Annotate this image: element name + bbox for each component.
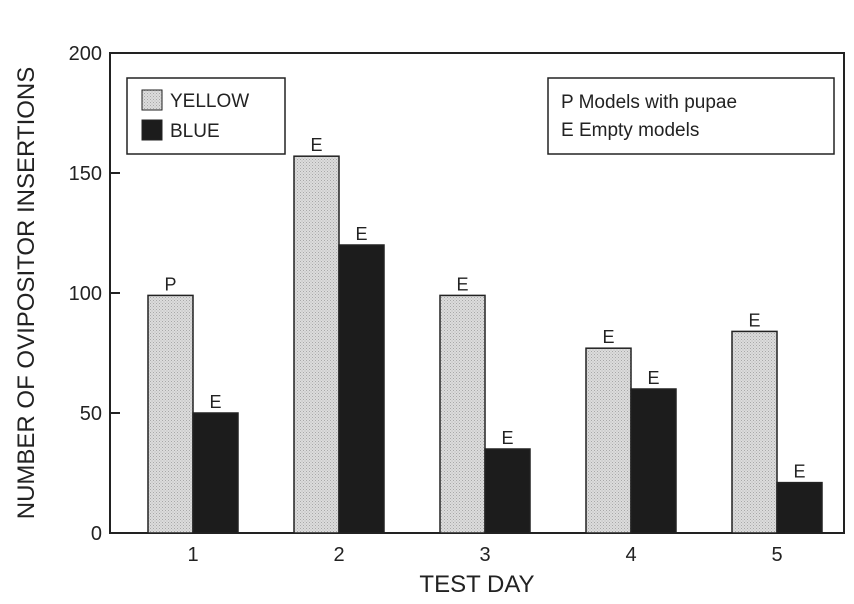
bar-label: E — [647, 368, 659, 388]
annotation-line-empty: E Empty models — [561, 120, 699, 141]
annotation-key: P Models with pupae E Empty models — [547, 77, 835, 155]
bar-yellow-day-2 — [293, 155, 340, 534]
bar-blue-day-2 — [338, 244, 385, 534]
bar-blue-day-5 — [776, 481, 823, 534]
y-axis-title: NUMBER OF OVIPOSITOR INSERTIONS — [13, 67, 40, 520]
legend-label-yellow: YELLOW — [170, 91, 249, 112]
y-tick-label: 100 — [69, 283, 102, 305]
y-tick-label: 0 — [91, 523, 102, 545]
annotation-line-pupae: P Models with pupae — [561, 92, 737, 113]
bar-label: P — [164, 274, 176, 294]
bar-label: E — [501, 428, 513, 448]
y-tick-label: 150 — [69, 163, 102, 185]
legend-swatch-blue — [141, 119, 163, 141]
bar-yellow-day-4 — [585, 347, 632, 534]
annotation-box — [547, 77, 835, 155]
legend-swatch-yellow — [141, 89, 163, 111]
bar-label: E — [748, 310, 760, 330]
legend: YELLOW BLUE — [126, 77, 286, 155]
bar-blue-day-3 — [484, 448, 531, 534]
legend-label-blue: BLUE — [170, 121, 220, 142]
legend-box — [126, 77, 286, 155]
x-axis-title: TEST DAY — [419, 571, 534, 598]
bar-label: E — [355, 224, 367, 244]
x-tick-label: 1 — [187, 544, 198, 566]
bar-label: E — [310, 135, 322, 155]
bar-yellow-day-3 — [439, 294, 486, 534]
bar-label: E — [602, 327, 614, 347]
y-tick-label: 50 — [80, 403, 102, 425]
bar-label: E — [793, 462, 805, 482]
bar-yellow-day-1 — [147, 294, 194, 534]
y-tick-label: 200 — [69, 43, 102, 65]
bar-yellow-day-5 — [731, 330, 778, 534]
bar-blue-day-1 — [192, 412, 239, 534]
bar-blue-day-4 — [630, 388, 677, 534]
x-tick-label: 3 — [479, 544, 490, 566]
x-tick-label: 5 — [771, 544, 782, 566]
x-tick-label: 2 — [333, 544, 344, 566]
x-tick-label: 4 — [625, 544, 636, 566]
bar-label: E — [209, 392, 221, 412]
bar-label: E — [456, 274, 468, 294]
